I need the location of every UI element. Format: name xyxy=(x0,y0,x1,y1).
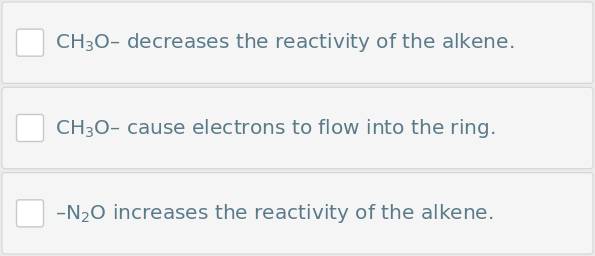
Text: CH$_3$O– decreases the reactivity of the alkene.: CH$_3$O– decreases the reactivity of the… xyxy=(55,31,514,54)
FancyBboxPatch shape xyxy=(2,87,593,169)
FancyBboxPatch shape xyxy=(17,200,43,227)
FancyBboxPatch shape xyxy=(2,2,593,83)
Text: CH$_3$O– cause electrons to flow into the ring.: CH$_3$O– cause electrons to flow into th… xyxy=(55,116,496,140)
FancyBboxPatch shape xyxy=(17,114,43,142)
Text: –N$_2$O increases the reactivity of the alkene.: –N$_2$O increases the reactivity of the … xyxy=(55,202,493,225)
FancyBboxPatch shape xyxy=(17,29,43,56)
FancyBboxPatch shape xyxy=(2,173,593,254)
